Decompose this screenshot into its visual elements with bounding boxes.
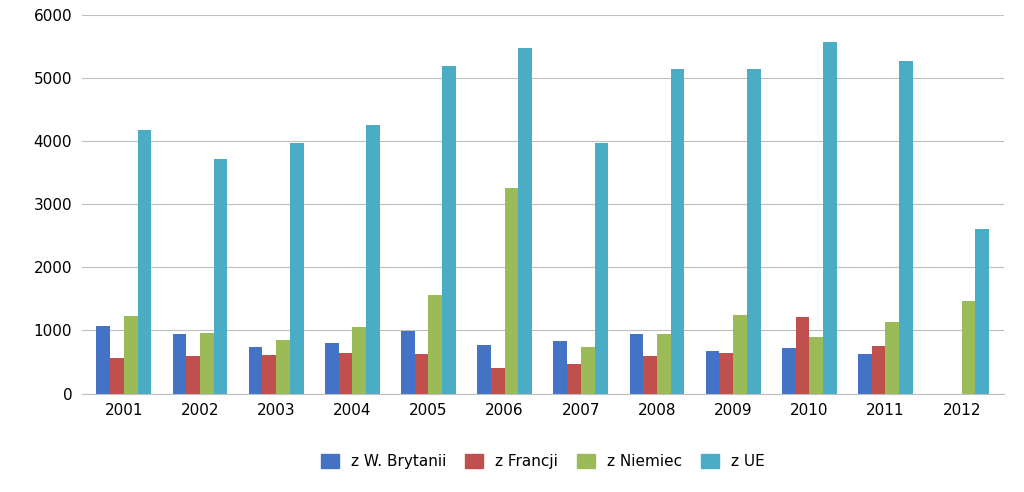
Bar [671,69,684,394]
Bar [366,124,380,394]
Bar [746,69,761,394]
Bar [886,322,899,394]
Bar [415,354,428,394]
Bar [262,355,276,394]
Bar [809,338,823,394]
Bar [401,331,415,394]
Bar [477,345,490,394]
Bar [595,143,608,394]
Bar [111,358,124,394]
Bar [490,369,505,394]
Bar [214,159,227,394]
Bar [706,351,720,394]
Bar [733,315,746,394]
Legend: z W. Brytanii, z Francji, z Niemiec, z UE: z W. Brytanii, z Francji, z Niemiec, z U… [321,454,765,469]
Bar [975,229,989,394]
Bar [290,143,303,394]
Bar [899,61,912,394]
Bar [782,348,796,394]
Bar [518,48,532,394]
Bar [643,356,657,394]
Bar [276,340,290,394]
Bar [173,334,186,394]
Bar [249,347,262,394]
Bar [858,354,871,394]
Bar [630,334,643,394]
Bar [186,356,200,394]
Bar [325,343,339,394]
Bar [567,364,581,394]
Bar [505,188,518,394]
Bar [137,130,152,394]
Bar [720,353,733,394]
Bar [124,316,137,394]
Bar [553,341,567,394]
Bar [871,345,886,394]
Bar [442,66,456,394]
Bar [823,42,837,394]
Bar [796,316,809,394]
Bar [657,334,671,394]
Bar [352,327,366,394]
Bar [200,333,214,394]
Bar [581,347,595,394]
Bar [96,326,111,394]
Bar [339,353,352,394]
Bar [428,295,442,394]
Bar [962,301,975,394]
